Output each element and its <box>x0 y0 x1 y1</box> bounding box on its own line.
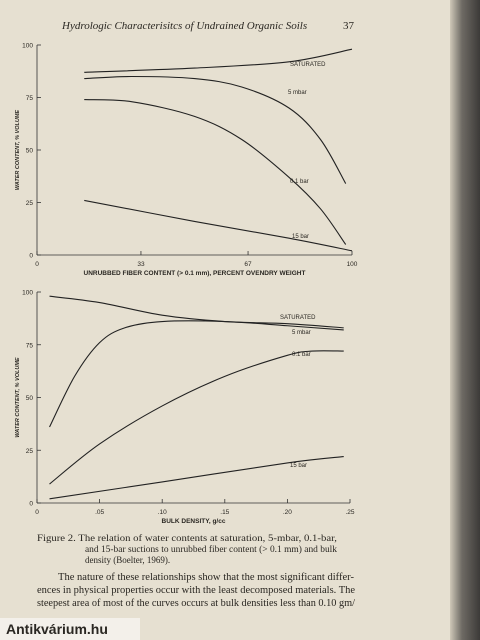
caption-line: density (Boelter, 1969). <box>85 555 170 565</box>
x-tick-label: .15 <box>220 509 229 516</box>
x-tick-label: 67 <box>244 261 252 268</box>
curve <box>49 350 344 485</box>
x-tick-label: .10 <box>158 509 167 516</box>
curve <box>49 320 344 428</box>
caption-line: and 15-bar suctions to unrubbed fiber co… <box>85 544 338 554</box>
x-axis-label: BULK DENSITY, g/cc <box>162 518 226 525</box>
page-number: 37 <box>343 20 355 32</box>
curve-label: SATURATED <box>290 62 326 68</box>
y-tick-label: 100 <box>22 290 33 297</box>
x-axis-label: UNRUBBED FIBER CONTENT (> 0.1 mm), PERCE… <box>84 270 306 277</box>
y-tick-label: 0 <box>29 253 33 260</box>
x-tick-label: 0 <box>35 261 39 268</box>
x-tick-label: .25 <box>345 509 354 516</box>
watermark-bg <box>0 618 140 640</box>
curve <box>84 99 347 245</box>
y-tick-label: 75 <box>26 95 34 102</box>
curve <box>49 456 344 500</box>
x-tick-label: .20 <box>283 509 292 516</box>
x-tick-label: 100 <box>347 261 358 268</box>
watermark: Antikvárium.hu <box>6 621 108 637</box>
curve-label: 15 bar <box>290 463 307 469</box>
y-axis-label: WATER CONTENT, % VOLUME <box>15 110 21 190</box>
book-edge <box>450 0 480 640</box>
curve <box>84 199 353 252</box>
caption-line: Figure 2. The relation of water contents… <box>37 533 337 543</box>
y-tick-label: 25 <box>26 448 34 455</box>
y-tick-label: 50 <box>26 148 34 155</box>
y-tick-label: 75 <box>26 342 34 349</box>
curve <box>84 48 353 73</box>
curve-label: 0.1 bar <box>290 179 309 185</box>
y-tick-label: 50 <box>26 395 34 402</box>
y-tick-label: 100 <box>22 43 33 50</box>
curve <box>49 295 344 329</box>
body-line: ences in physical properties occur with … <box>37 585 356 596</box>
curve-label: 5 mbar <box>292 330 311 336</box>
curve-label: 0.1 bar <box>292 352 311 358</box>
x-tick-label: 0 <box>35 509 39 516</box>
body-line: The nature of these relationships show t… <box>58 572 354 583</box>
y-axis-label: WATER CONTENT, % VOLUME <box>15 357 21 437</box>
curve-label: 5 mbar <box>288 90 307 96</box>
body-line: steepest area of most of the curves occu… <box>37 598 355 609</box>
curve-label: 15 bar <box>292 234 309 240</box>
curve-label: SATURATED <box>280 315 316 321</box>
x-tick-label: 33 <box>137 261 145 268</box>
curve <box>84 75 347 184</box>
y-tick-label: 0 <box>29 501 33 508</box>
x-tick-label: .05 <box>95 509 104 516</box>
running-head: Hydrologic Characterisitcs of Undrained … <box>61 20 307 32</box>
y-tick-label: 25 <box>26 200 34 207</box>
